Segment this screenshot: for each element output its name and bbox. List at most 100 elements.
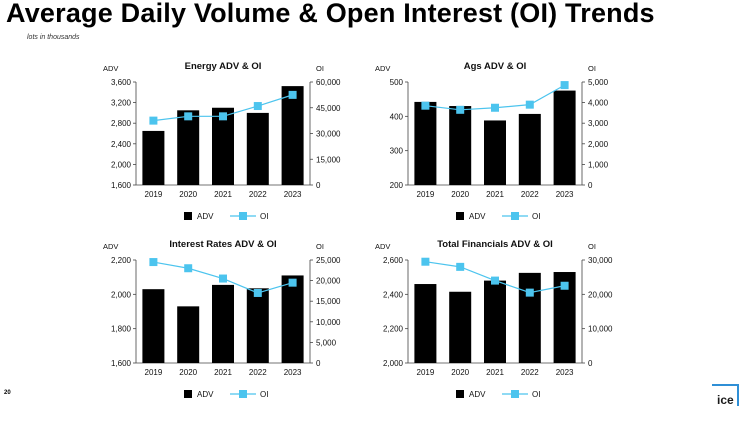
oi-point [491, 103, 499, 112]
page-subtitle: lots in thousands [27, 34, 80, 41]
page-number: 20 [4, 390, 11, 396]
right-tick-label: 2,000 [588, 140, 609, 149]
adv-bar [414, 101, 437, 185]
adv-bar [246, 288, 269, 363]
left-tick-label: 400 [390, 112, 404, 121]
legend-adv-swatch [184, 212, 192, 220]
left-tick-label: 500 [390, 78, 404, 87]
right-tick-label: 0 [316, 181, 321, 190]
legend-oi-swatch [511, 212, 519, 220]
legend-oi-swatch [511, 390, 519, 398]
oi-point [219, 274, 227, 283]
right-tick-label: 45,000 [316, 104, 341, 113]
left-tick-label: 1,800 [111, 325, 132, 334]
right-tick-label: 4,000 [588, 99, 609, 108]
right-tick-label: 5,000 [316, 338, 337, 347]
oi-point [491, 276, 499, 285]
left-tick-label: 2,200 [383, 325, 404, 334]
legend-adv-label: ADV [197, 390, 214, 399]
chart-title: Interest Rates ADV & OI [169, 239, 276, 250]
total-financials-chart: Total Financials ADV & OI ADV OI 2,000 2,200… [375, 239, 613, 399]
left-tick-label: 2,800 [111, 119, 132, 128]
right-tick-label: 0 [316, 359, 321, 368]
adv-bar [553, 90, 576, 185]
x-tick-label: 2020 [451, 190, 469, 199]
right-tick-label: 30,000 [316, 130, 341, 139]
right-tick-label: 25,000 [316, 256, 341, 265]
left-tick-label: 2,000 [383, 359, 404, 368]
oi-point [288, 90, 297, 99]
left-tick-label: 2,400 [111, 140, 132, 149]
energy-chart: Energy ADV & OI ADV OI 1,600 2,000 2,400 2,800… [103, 61, 341, 221]
left-tick-label: 200 [390, 181, 404, 190]
right-tick-label: 0 [588, 359, 593, 368]
chart-title: Total Financials ADV & OI [437, 239, 553, 250]
x-tick-label: 2023 [284, 368, 302, 377]
left-tick-label: 2,200 [111, 256, 132, 265]
legend-oi-swatch [239, 212, 247, 220]
right-tick-label: 3,000 [588, 119, 609, 128]
x-tick-label: 2023 [556, 190, 574, 199]
legend-adv-label: ADV [469, 390, 486, 399]
x-tick-label: 2020 [451, 368, 469, 377]
right-axis-label: OI [316, 64, 324, 73]
adv-bar [177, 110, 200, 185]
right-tick-label: 5,000 [588, 78, 609, 87]
adv-bar [281, 86, 304, 185]
oi-point [184, 264, 193, 273]
adv-bar [142, 130, 165, 185]
right-tick-label: 1,000 [588, 160, 609, 169]
right-tick-label: 15,000 [316, 297, 341, 306]
oi-point [253, 102, 262, 111]
ice-logo: ice [712, 384, 739, 407]
x-tick-label: 2022 [249, 190, 267, 199]
adv-bar [518, 113, 541, 185]
legend-adv-swatch [456, 212, 464, 220]
logo-text: ice [717, 393, 734, 407]
adv-bar [414, 284, 437, 363]
oi-point [421, 257, 430, 266]
left-axis-label: ADV [103, 242, 118, 251]
left-tick-label: 2,000 [111, 290, 132, 299]
oi-point [219, 112, 227, 121]
oi-point [456, 105, 465, 114]
adv-bar [484, 280, 506, 363]
x-tick-label: 2021 [214, 368, 232, 377]
page-title: Average Daily Volume & Open Interest (OI… [6, 0, 655, 28]
adv-bar [177, 306, 200, 363]
left-tick-label: 2,400 [383, 290, 404, 299]
legend-oi-swatch [239, 390, 247, 398]
adv-bar [484, 120, 506, 185]
x-tick-label: 2023 [284, 190, 302, 199]
adv-bar [518, 272, 541, 363]
oi-point [253, 288, 262, 297]
oi-point [525, 100, 534, 109]
oi-point [184, 112, 193, 121]
x-tick-label: 2020 [179, 368, 197, 377]
right-tick-label: 20,000 [588, 290, 613, 299]
oi-point [149, 258, 158, 267]
x-tick-label: 2022 [521, 190, 539, 199]
legend-adv-label: ADV [197, 212, 214, 221]
chart-title: Energy ADV & OI [185, 61, 262, 72]
left-axis-label: ADV [375, 242, 390, 251]
x-tick-label: 2019 [145, 368, 163, 377]
right-tick-label: 10,000 [588, 325, 613, 334]
adv-bar [212, 284, 234, 363]
ags-chart: Ags ADV & OI ADV OI 200 300 400 500 0 1,000 2,000… [375, 61, 609, 221]
adv-bar [212, 107, 234, 185]
x-tick-label: 2021 [214, 190, 232, 199]
adv-bar [142, 289, 165, 363]
right-tick-label: 30,000 [588, 256, 613, 265]
x-tick-label: 2022 [521, 368, 539, 377]
left-tick-label: 3,600 [111, 78, 132, 87]
x-tick-label: 2022 [249, 368, 267, 377]
right-tick-label: 20,000 [316, 277, 341, 286]
adv-bar [553, 272, 576, 363]
left-axis-label: ADV [103, 64, 118, 73]
right-axis-label: OI [588, 242, 596, 251]
right-tick-label: 10,000 [316, 318, 341, 327]
left-tick-label: 2,600 [383, 256, 404, 265]
adv-bar [246, 112, 269, 185]
x-tick-label: 2019 [417, 368, 435, 377]
